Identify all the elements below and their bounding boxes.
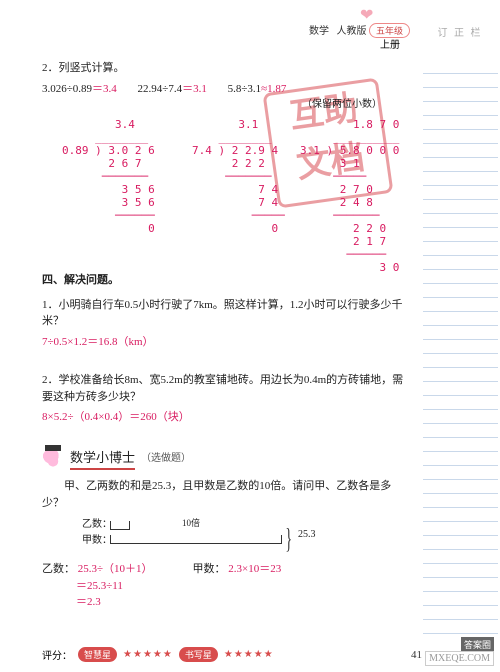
diagram-sum-label: 25.3 <box>298 527 316 542</box>
diagram-yi-label: 乙数： <box>82 517 112 532</box>
yi-work: 乙数： 25.3÷（10＋1） ＝25.3÷11 ＝2.3 <box>42 561 153 611</box>
page-footer: 评分： 智慧星 ★★★★★ 书写星 ★★★★★ 41 <box>42 647 422 662</box>
answer-2: 8×5.2÷（0.4×0.4）＝260（块） <box>42 409 412 426</box>
pill-wisdom: 智慧星 <box>78 647 117 662</box>
longdiv-3: 1.8 7 0 __________ 3.1 ) 5.8 0 0 0 3 1 ─… <box>300 118 399 274</box>
doctor-question: 甲、乙两数的和是25.3，且甲数是乙数的10倍。请问甲、乙数各是多少？ <box>42 478 412 511</box>
problem-row: 3.026÷0.89＝3.4 22.94÷7.4＝3.1 5.8÷3.1≈1.8… <box>42 81 412 98</box>
diagram-ten-label: 10倍 <box>182 517 200 531</box>
diagram-small-segment <box>110 521 130 530</box>
watermark-box: 答案圈 <box>461 637 494 652</box>
volume: 上册 <box>380 36 400 51</box>
long-division-area: 3.4 ________ 0.89 ) 3.0 2 6 2 6 7 ──────… <box>42 118 412 258</box>
notebook-lines <box>423 60 498 635</box>
brace-icon: } <box>285 519 292 561</box>
jia-work: 甲数： 2.3×10＝23 <box>193 561 282 611</box>
correction-column-title: 订 正 栏 <box>430 24 490 39</box>
section2-title: 2．列竖式计算。 <box>42 60 412 77</box>
watermark-url: MXEQE.COM <box>425 651 494 666</box>
diagram-big-segment <box>110 535 282 544</box>
problem-1: 3.026÷0.89＝3.4 <box>42 81 117 98</box>
optional-label: （选做题） <box>141 451 191 466</box>
problem-2: 22.94÷7.4＝3.1 <box>138 81 207 98</box>
longdiv-1: 3.4 ________ 0.89 ) 3.0 2 6 2 6 7 ──────… <box>62 118 155 235</box>
yi-l3: ＝2.3 <box>76 596 101 608</box>
rate-label: 评分： <box>42 647 72 662</box>
diagram-jia-label: 甲数： <box>82 533 112 548</box>
yi-l2: ＝25.3÷11 <box>76 580 123 592</box>
page-number: 41 <box>411 649 422 661</box>
edition: 人教版 <box>336 26 366 37</box>
stars-1: ★★★★★ <box>123 649 173 660</box>
yi-l1: 25.3÷（10＋1） <box>78 563 153 575</box>
question-1: 1．小明骑自行车0.5小时行驶了7km。照这样计算，1.2小时可以行驶多少千米？ <box>42 297 412 330</box>
bar-diagram: 乙数： 甲数： 10倍 } 25.3 <box>42 517 412 557</box>
problem-3-note: （保留两位小数） <box>42 97 412 112</box>
jia-head: 甲数： <box>193 563 226 575</box>
longdiv-2: 3.1 ________ 7.4 ) 2 2.9 4 2 2 2 ───────… <box>192 118 285 235</box>
doctor-icon <box>42 448 64 470</box>
subject: 数学 <box>309 26 329 37</box>
doctor-label: 数学小博士 <box>70 448 135 471</box>
problem-3: 5.8÷3.1≈1.87 <box>228 81 287 98</box>
yi-head: 乙数： <box>42 563 75 575</box>
final-work: 乙数： 25.3÷（10＋1） ＝25.3÷11 ＝2.3 甲数： 2.3×10… <box>42 561 412 611</box>
main-content: 2．列竖式计算。 3.026÷0.89＝3.4 22.94÷7.4＝3.1 5.… <box>42 60 412 611</box>
answer-1: 7÷0.5×1.2＝16.8（km） <box>42 334 412 351</box>
jia-l1: 2.3×10＝23 <box>228 563 281 575</box>
section4-title: 四、解决问题。 <box>42 272 412 289</box>
question-2: 2．学校准备给长8m、宽5.2m的教室铺地砖。用边长为0.4m的方砖铺地，需要这… <box>42 372 412 405</box>
stars-2: ★★★★★ <box>224 649 274 660</box>
pill-writing: 书写星 <box>179 647 218 662</box>
doctor-heading: 数学小博士 （选做题） <box>42 448 412 471</box>
